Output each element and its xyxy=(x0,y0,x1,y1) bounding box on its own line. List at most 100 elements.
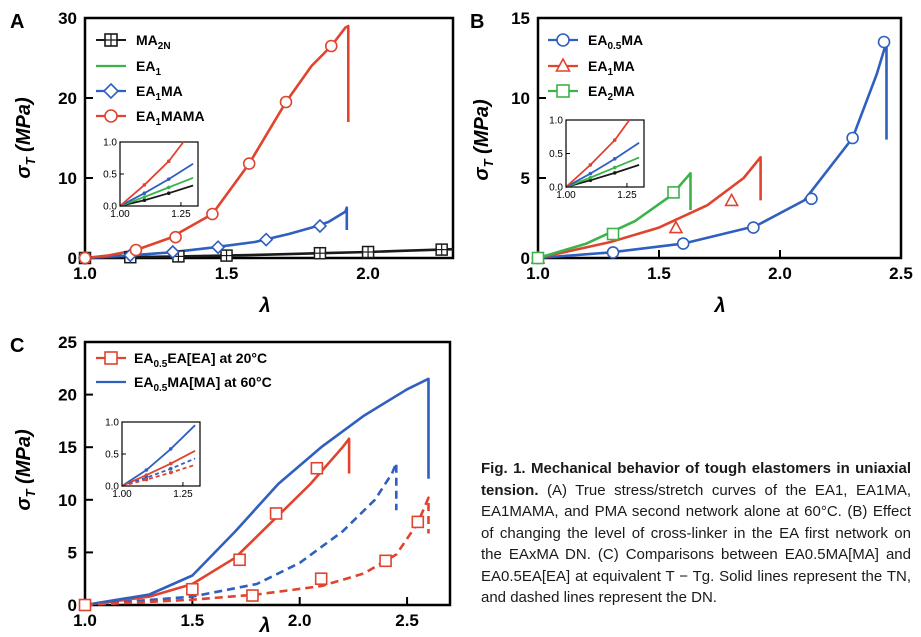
panel-c-inset-point xyxy=(168,466,173,471)
panel-b-ytick-label: 10 xyxy=(511,89,530,108)
panel-c-inset-point xyxy=(144,468,149,472)
panel-c-ytick-label: 25 xyxy=(58,333,77,352)
panel-b-inset-line-0 xyxy=(565,164,640,188)
panel-c-data-point xyxy=(78,598,92,612)
panel-b-ytick-label: 5 xyxy=(521,169,530,188)
panel-c-inset-xtick: 1.00 xyxy=(112,489,132,500)
panel-a-data-point xyxy=(129,243,143,257)
panel-b-chart: 1.0 1.5 2.0 2.5 0 5 10 15 EA0.5MA EA1MA EA2MA 1… xyxy=(471,9,913,317)
panel-b-ytick-label: 0 xyxy=(521,249,530,268)
panel-c-data-point xyxy=(310,461,324,475)
panel-a-xtick-label: 1.0 xyxy=(73,264,97,283)
panel-a-inset-line-0 xyxy=(119,184,194,207)
caption-title: Fig. 1. Mechanical behavior of tough ela… xyxy=(481,460,911,499)
panel-b-inset-point xyxy=(588,175,593,180)
panel-a-inset-ytick: 0.5 xyxy=(103,170,117,181)
panel-b-data-point xyxy=(531,251,545,265)
panel-c-xtick-label: 2.5 xyxy=(395,611,419,630)
panel-a-inset-point xyxy=(166,185,171,190)
panel-a-x-axis-label: λ xyxy=(258,295,270,317)
panel-b-inset-line-3 xyxy=(565,119,631,188)
panel-b-inset-line-2 xyxy=(565,142,640,188)
panel-c-inset-point xyxy=(144,473,149,477)
panel-a-inset-point xyxy=(142,198,147,203)
panel-b-legend: EA0.5MA EA1MA EA2MA xyxy=(548,32,643,103)
panel-b-inset-line-1 xyxy=(565,156,640,188)
panel-a-inset-xtick: 1.00 xyxy=(110,209,130,220)
panel-a-data-point xyxy=(312,218,328,234)
panel-b-data-point xyxy=(676,237,690,250)
panel-c-data-point xyxy=(314,572,328,586)
panel-a-data-point xyxy=(259,232,274,247)
panel-b-ytick-label: 15 xyxy=(511,9,530,28)
panel-c-chart: 1.0 1.5 2.0 2.5 0 5 10 15 20 25 EA0.5EA[EA] at 20… xyxy=(13,333,452,637)
panel-b-inset-xtick: 1.00 xyxy=(556,190,576,201)
panel-b-inset-ytick: 0.0 xyxy=(549,183,563,194)
panel-c-inset-point xyxy=(168,461,173,466)
figure-caption: Fig. 1. Mechanical behavior of tough ela… xyxy=(481,458,911,609)
legend-label-ea05mama: EA0.5MA[MA] at 60°C xyxy=(134,374,272,394)
panel-a-ytick-label: 20 xyxy=(58,89,77,108)
panel-b-inset-point xyxy=(612,171,617,175)
panel-c-x-axis-label: λ xyxy=(258,615,270,637)
panel-b-data-point xyxy=(606,246,620,259)
panel-c-inset-line-0 xyxy=(121,424,196,487)
panel-b-data-point xyxy=(747,221,760,234)
panel-b-series-line-0 xyxy=(537,40,888,260)
panel-c-inset-point xyxy=(144,477,149,482)
panel-b-inset-point xyxy=(612,157,617,161)
panel-a-xtick-label: 1.5 xyxy=(215,264,239,283)
panel-b-data-point xyxy=(805,192,818,206)
legend-label-ea1: EA1 xyxy=(136,58,161,78)
panel-b-x-axis-label: λ xyxy=(713,295,725,317)
legend-label-ea05ea: EA0.5EA[EA] at 20°C xyxy=(134,350,267,370)
panel-a-data-point xyxy=(169,230,182,244)
panel-a-inset-line-2 xyxy=(119,163,194,207)
panel-b-inset-point xyxy=(588,178,593,183)
panel-c-inset-line-2 xyxy=(121,457,196,487)
panel-c-data-point xyxy=(246,589,259,602)
panel-c-series-line-2 xyxy=(84,461,398,607)
legend-marker-b-ea1ma xyxy=(555,57,571,72)
panel-c-data-point xyxy=(233,553,246,567)
panel-c-xtick-label: 1.5 xyxy=(181,611,205,630)
panel-c-series-line-3 xyxy=(84,496,430,607)
panel-b-data-point xyxy=(724,192,739,207)
panel-a-inset-line-1 xyxy=(119,176,194,207)
panel-b-inset-point xyxy=(612,138,617,142)
panel-b-data-point xyxy=(668,219,684,234)
panel-c-inset-ytick: 0.0 xyxy=(105,482,119,493)
panel-b-data-point xyxy=(877,35,891,49)
panel-c-data-point xyxy=(379,554,392,568)
panel-c-ytick-label: 0 xyxy=(68,596,77,615)
panel-a-inset-point xyxy=(166,159,171,163)
legend-marker-ea05ma xyxy=(556,33,570,47)
legend-marker-ea05ea xyxy=(104,351,118,365)
panel-c-y-axis-label: σT (MPa) xyxy=(13,429,38,511)
panel-a-frame xyxy=(83,16,455,260)
legend-label-ma2n: MA2N xyxy=(136,32,171,52)
panel-b-y-axis-label: σT (MPa) xyxy=(471,99,496,181)
panel-a-inset-xtick: 1.25 xyxy=(171,209,191,220)
panel-c-series-line-1 xyxy=(84,377,430,607)
panel-c-data-point xyxy=(411,515,425,529)
panel-b-xtick-label: 1.5 xyxy=(647,264,671,283)
panel-c-inset-point xyxy=(168,447,173,451)
panel-a-ytick-label: 0 xyxy=(68,249,77,268)
panel-a-series-line-0 xyxy=(84,247,454,260)
panel-c-data-point xyxy=(269,507,283,520)
panel-c-xtick-label: 1.0 xyxy=(73,611,97,630)
legend-label-ea2ma: EA2MA xyxy=(588,83,635,103)
panel-c-inset: 1.00 1.25 0.0 0.5 1.0 xyxy=(105,418,201,500)
panel-b-xtick-label: 2.0 xyxy=(768,264,792,283)
panel-a-series-line-2 xyxy=(84,206,349,260)
panel-c-inset-xtick: 1.25 xyxy=(173,489,193,500)
panel-a-data-point xyxy=(210,240,226,255)
panel-b-xtick-label: 1.0 xyxy=(526,264,550,283)
legend-marker-ea2ma xyxy=(556,84,570,98)
panel-b-xtick-label: 2.5 xyxy=(889,264,913,283)
panel-b-data-point xyxy=(667,186,680,199)
panel-a-ytick-label: 30 xyxy=(58,9,77,28)
